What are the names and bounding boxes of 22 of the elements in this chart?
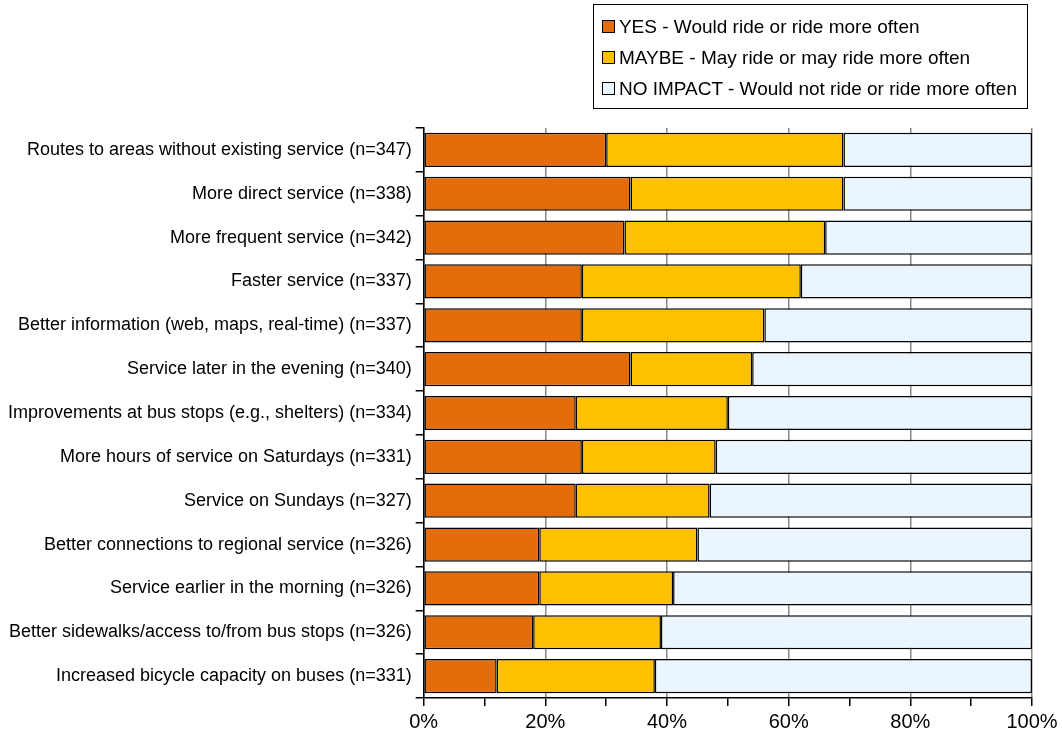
- y-tick-label: Faster service (n=337): [231, 270, 412, 291]
- y-tick-label: Improvements at bus stops (e.g., shelters) (n=334): [7, 401, 412, 422]
- y-tick-label: Better information (web, maps, real-time) (n=337): [18, 314, 412, 335]
- y-tick-label: More frequent service (n=342): [170, 226, 412, 247]
- y-tick-label: Service earlier in the morning (n=326): [110, 577, 412, 598]
- y-tick-label: More hours of service on Saturdays (n=331): [59, 445, 412, 466]
- y-tick-label: More direct service (n=338): [192, 182, 412, 203]
- series-label: NO IMPACT - Would not ride or ride more often: [618, 77, 1017, 100]
- legend-label: MAYBE - May ride or may ride more often: [618, 46, 971, 69]
- y-tick-label: Increased bicycle capacity on buses (n=331): [55, 665, 412, 686]
- x-tick-label: 40%: [646, 709, 688, 732]
- x-tick-label: 0%: [409, 709, 439, 732]
- legend-label: YES - Would ride or ride more often: [618, 15, 920, 38]
- x-tick-label: 20%: [525, 709, 566, 732]
- x-tick-label: 60%: [768, 709, 809, 732]
- x-tick-label: 100%: [1006, 709, 1058, 732]
- y-tick-label: Better sidewalks/access to/from bus stops (n=326): [8, 621, 412, 642]
- y-tick-label: Service later in the evening (n=340): [127, 358, 412, 379]
- y-tick-label: Service on Sundays (n=327): [184, 489, 412, 510]
- y-tick-label: Better connections to regional service (n=326): [43, 533, 412, 554]
- y-tick-label: Routes to areas without existing service (n=347): [26, 138, 412, 159]
- x-tick-label: 80%: [890, 709, 931, 732]
